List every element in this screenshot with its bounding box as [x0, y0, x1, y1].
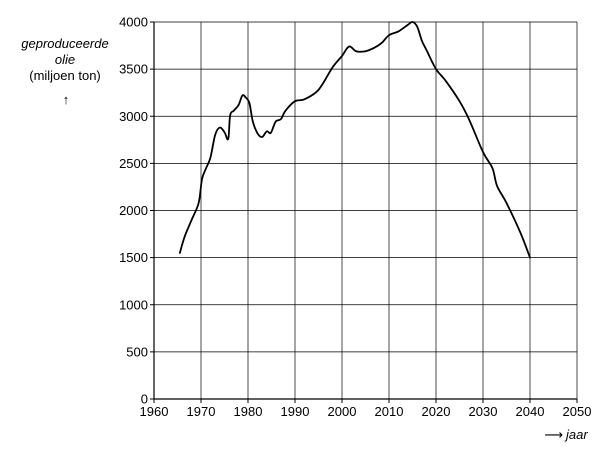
y-tick-label-2500: 2500	[119, 156, 148, 171]
y-axis-label-line-3: (miljoen ton)	[29, 68, 101, 83]
y-tick-label-1500: 1500	[119, 250, 148, 265]
grid	[153, 21, 578, 400]
y-axis-ticks: 0 500 1000 1500 2000 2500 3000 3500 4000	[119, 15, 154, 407]
y-axis-label-line-1: geproduceerde	[21, 36, 108, 51]
y-tick-label-500: 500	[126, 344, 148, 359]
x-tick-label-1960: 1960	[140, 404, 169, 419]
y-axis-label: geproduceerde olie (miljoen ton) ↑	[21, 36, 108, 107]
x-tick-label-2030: 2030	[469, 404, 498, 419]
y-tick-label-3500: 3500	[119, 62, 148, 77]
y-tick-label-3000: 3000	[119, 109, 148, 124]
x-axis-label: ⟶ jaar	[544, 427, 588, 442]
x-axis-ticks: 1960 1970 1980 1990 2000 2010 2020 2030 2040 2050	[140, 399, 592, 419]
x-tick-label-1980: 1980	[234, 404, 263, 419]
x-tick-label-1990: 1990	[281, 404, 310, 419]
x-tick-label-2000: 2000	[328, 404, 357, 419]
series	[178, 21, 531, 259]
x-axis-label-text: jaar	[564, 427, 588, 442]
x-tick-label-2050: 2050	[563, 404, 592, 419]
series-line-0	[178, 21, 531, 259]
y-tick-label-0: 0	[141, 392, 148, 407]
y-tick-label-4000: 4000	[119, 15, 148, 30]
x-tick-label-1970: 1970	[187, 404, 216, 419]
y-tick-label-2000: 2000	[119, 203, 148, 218]
y-axis-label-line-2: olie	[55, 52, 75, 67]
x-tick-label-2020: 2020	[422, 404, 451, 419]
x-tick-label-2040: 2040	[516, 404, 545, 419]
y-tick-label-1000: 1000	[119, 297, 148, 312]
x-tick-label-2010: 2010	[375, 404, 404, 419]
x-axis-arrow-icon: ⟶	[544, 427, 563, 442]
y-axis-arrow-icon: ↑	[63, 92, 70, 107]
